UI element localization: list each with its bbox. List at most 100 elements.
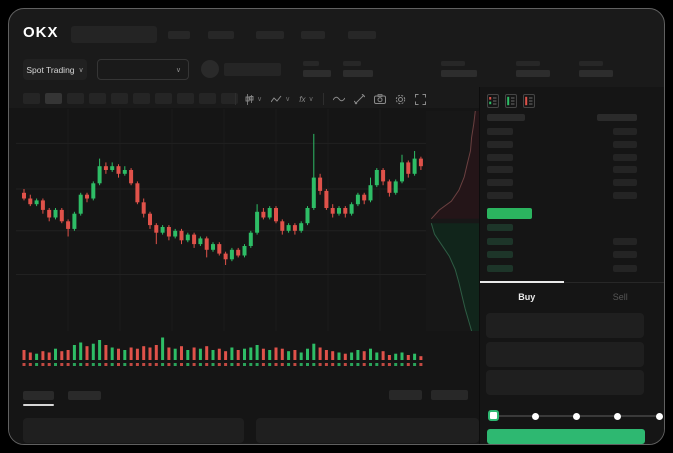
ask-price-skeleton xyxy=(487,179,513,187)
trade-side-panel: Buy Sell xyxy=(479,87,664,444)
timeframe-chip[interactable] xyxy=(111,93,128,104)
timeframe-chip[interactable] xyxy=(221,93,238,104)
active-bottom-tab-underline xyxy=(23,404,54,406)
toolbar-divider xyxy=(235,93,236,105)
orderbook-amount-header xyxy=(597,114,637,121)
ask-price-skeleton xyxy=(487,128,513,135)
nav-item-skeleton[interactable] xyxy=(208,31,234,39)
stat-group xyxy=(579,60,625,80)
timeframe-chip[interactable] xyxy=(155,93,172,104)
ask-amount-skeleton xyxy=(613,166,637,174)
stat-label-skeleton xyxy=(579,61,603,66)
settings-gear-icon[interactable] xyxy=(395,94,406,105)
tab-divider xyxy=(480,282,664,283)
spot-trading-dropdown[interactable]: Spot Trading ∨ xyxy=(23,59,87,80)
ask-price-skeleton xyxy=(487,192,513,199)
coin-avatar xyxy=(201,60,219,78)
slider-step-dot[interactable] xyxy=(573,413,580,420)
fullscreen-icon[interactable] xyxy=(414,93,426,105)
pair-select-dropdown[interactable]: ∨ xyxy=(97,59,189,80)
tab-sell[interactable]: Sell xyxy=(612,292,628,302)
nav-item-skeleton[interactable] xyxy=(168,31,190,39)
bottom-tab-skeleton[interactable] xyxy=(23,391,54,400)
book-asks-icon[interactable] xyxy=(523,94,535,108)
bid-price-skeleton xyxy=(487,251,513,258)
overlay-style-icon xyxy=(271,95,282,102)
volume-chart[interactable] xyxy=(16,334,428,368)
orderbook-price-header xyxy=(487,114,525,121)
bottom-tab-skeleton[interactable] xyxy=(68,391,101,400)
last-price-highlight[interactable] xyxy=(487,208,532,219)
chevron-down-icon: ∨ xyxy=(308,96,314,103)
candle-type-dropdown[interactable]: ∨ xyxy=(245,93,263,105)
ask-amount-skeleton xyxy=(613,128,637,135)
stat-value-skeleton xyxy=(441,70,477,77)
buy-submit-button[interactable] xyxy=(487,429,645,444)
camera-icon[interactable] xyxy=(373,94,386,104)
timeframe-chip[interactable] xyxy=(23,93,40,104)
orderbook-mode-switcher xyxy=(487,94,535,108)
bottom-action-skeleton[interactable] xyxy=(389,390,422,400)
toolbar-divider xyxy=(322,93,324,105)
stat-label-skeleton xyxy=(441,61,465,66)
okx-logo[interactable]: OKX xyxy=(23,24,59,41)
ask-amount-skeleton xyxy=(613,153,637,161)
chart-toolbar: ∨ ∨ fx ∨ xyxy=(235,91,426,107)
bottom-panel-skeleton xyxy=(23,418,244,443)
bid-amount-skeleton xyxy=(613,237,637,245)
timeframe-chip[interactable] xyxy=(89,93,106,104)
ask-price-skeleton xyxy=(487,153,513,161)
order-form-field[interactable] xyxy=(486,313,644,338)
chevron-down-icon: ∨ xyxy=(78,66,84,74)
app-window: OKX Spot Trading ∨ ∨ ∨ ∨ f xyxy=(8,8,665,445)
timeframe-chip[interactable] xyxy=(45,93,62,104)
ask-price-skeleton xyxy=(487,140,513,148)
bottom-action-skeleton[interactable] xyxy=(431,390,468,400)
nav-item-skeleton[interactable] xyxy=(348,31,376,39)
order-form-field[interactable] xyxy=(486,370,644,395)
chart-zone xyxy=(9,108,479,444)
order-form-field[interactable] xyxy=(486,342,644,367)
bid-amount-skeleton xyxy=(613,264,637,272)
stat-value-skeleton xyxy=(343,70,373,77)
stat-group xyxy=(303,60,349,80)
spot-trading-label: Spot Trading xyxy=(26,64,75,75)
nav-item-skeleton[interactable] xyxy=(301,31,325,39)
tab-buy[interactable]: Buy xyxy=(518,292,536,302)
nav-item-skeleton[interactable] xyxy=(256,31,284,39)
book-bids-icon[interactable] xyxy=(505,94,517,108)
slider-handle[interactable] xyxy=(488,410,499,421)
candle-type-icon xyxy=(245,93,254,105)
timeframe-chip[interactable] xyxy=(177,93,194,104)
stat-group xyxy=(516,60,562,80)
stat-value-skeleton xyxy=(303,70,331,77)
ask-price-skeleton xyxy=(487,166,513,174)
ask-amount-skeleton xyxy=(613,179,637,187)
chevron-down-icon: ∨ xyxy=(285,96,291,103)
ask-amount-skeleton xyxy=(613,140,637,148)
bid-price-skeleton xyxy=(487,224,513,231)
ask-amount-skeleton xyxy=(613,192,637,199)
bid-price-skeleton xyxy=(487,264,513,272)
pair-name-skeleton xyxy=(224,63,281,76)
bid-price-skeleton xyxy=(487,237,513,245)
depth-chart[interactable] xyxy=(426,111,479,331)
slider-step-dot[interactable] xyxy=(531,413,539,420)
indicator-fx-dropdown[interactable]: fx ∨ xyxy=(299,95,313,104)
amount-slider[interactable] xyxy=(480,407,664,425)
measure-tool-icon[interactable] xyxy=(353,93,365,105)
stat-label-skeleton xyxy=(303,61,319,66)
overlay-style-dropdown[interactable]: ∨ xyxy=(271,95,290,104)
timeframe-chip[interactable] xyxy=(133,93,150,104)
active-tab-underline xyxy=(480,281,564,283)
chevron-down-icon: ∨ xyxy=(257,96,263,103)
book-combined-icon[interactable] xyxy=(487,94,499,108)
slider-step-dot[interactable] xyxy=(614,413,622,420)
slider-step-dot[interactable] xyxy=(655,413,663,420)
chevron-down-icon: ∨ xyxy=(175,66,181,74)
timeframe-chip[interactable] xyxy=(199,93,216,104)
timeframe-chip[interactable] xyxy=(67,93,84,104)
search-input[interactable] xyxy=(71,26,157,43)
candlestick-chart[interactable] xyxy=(16,109,428,331)
line-tool-icon[interactable] xyxy=(332,94,345,104)
